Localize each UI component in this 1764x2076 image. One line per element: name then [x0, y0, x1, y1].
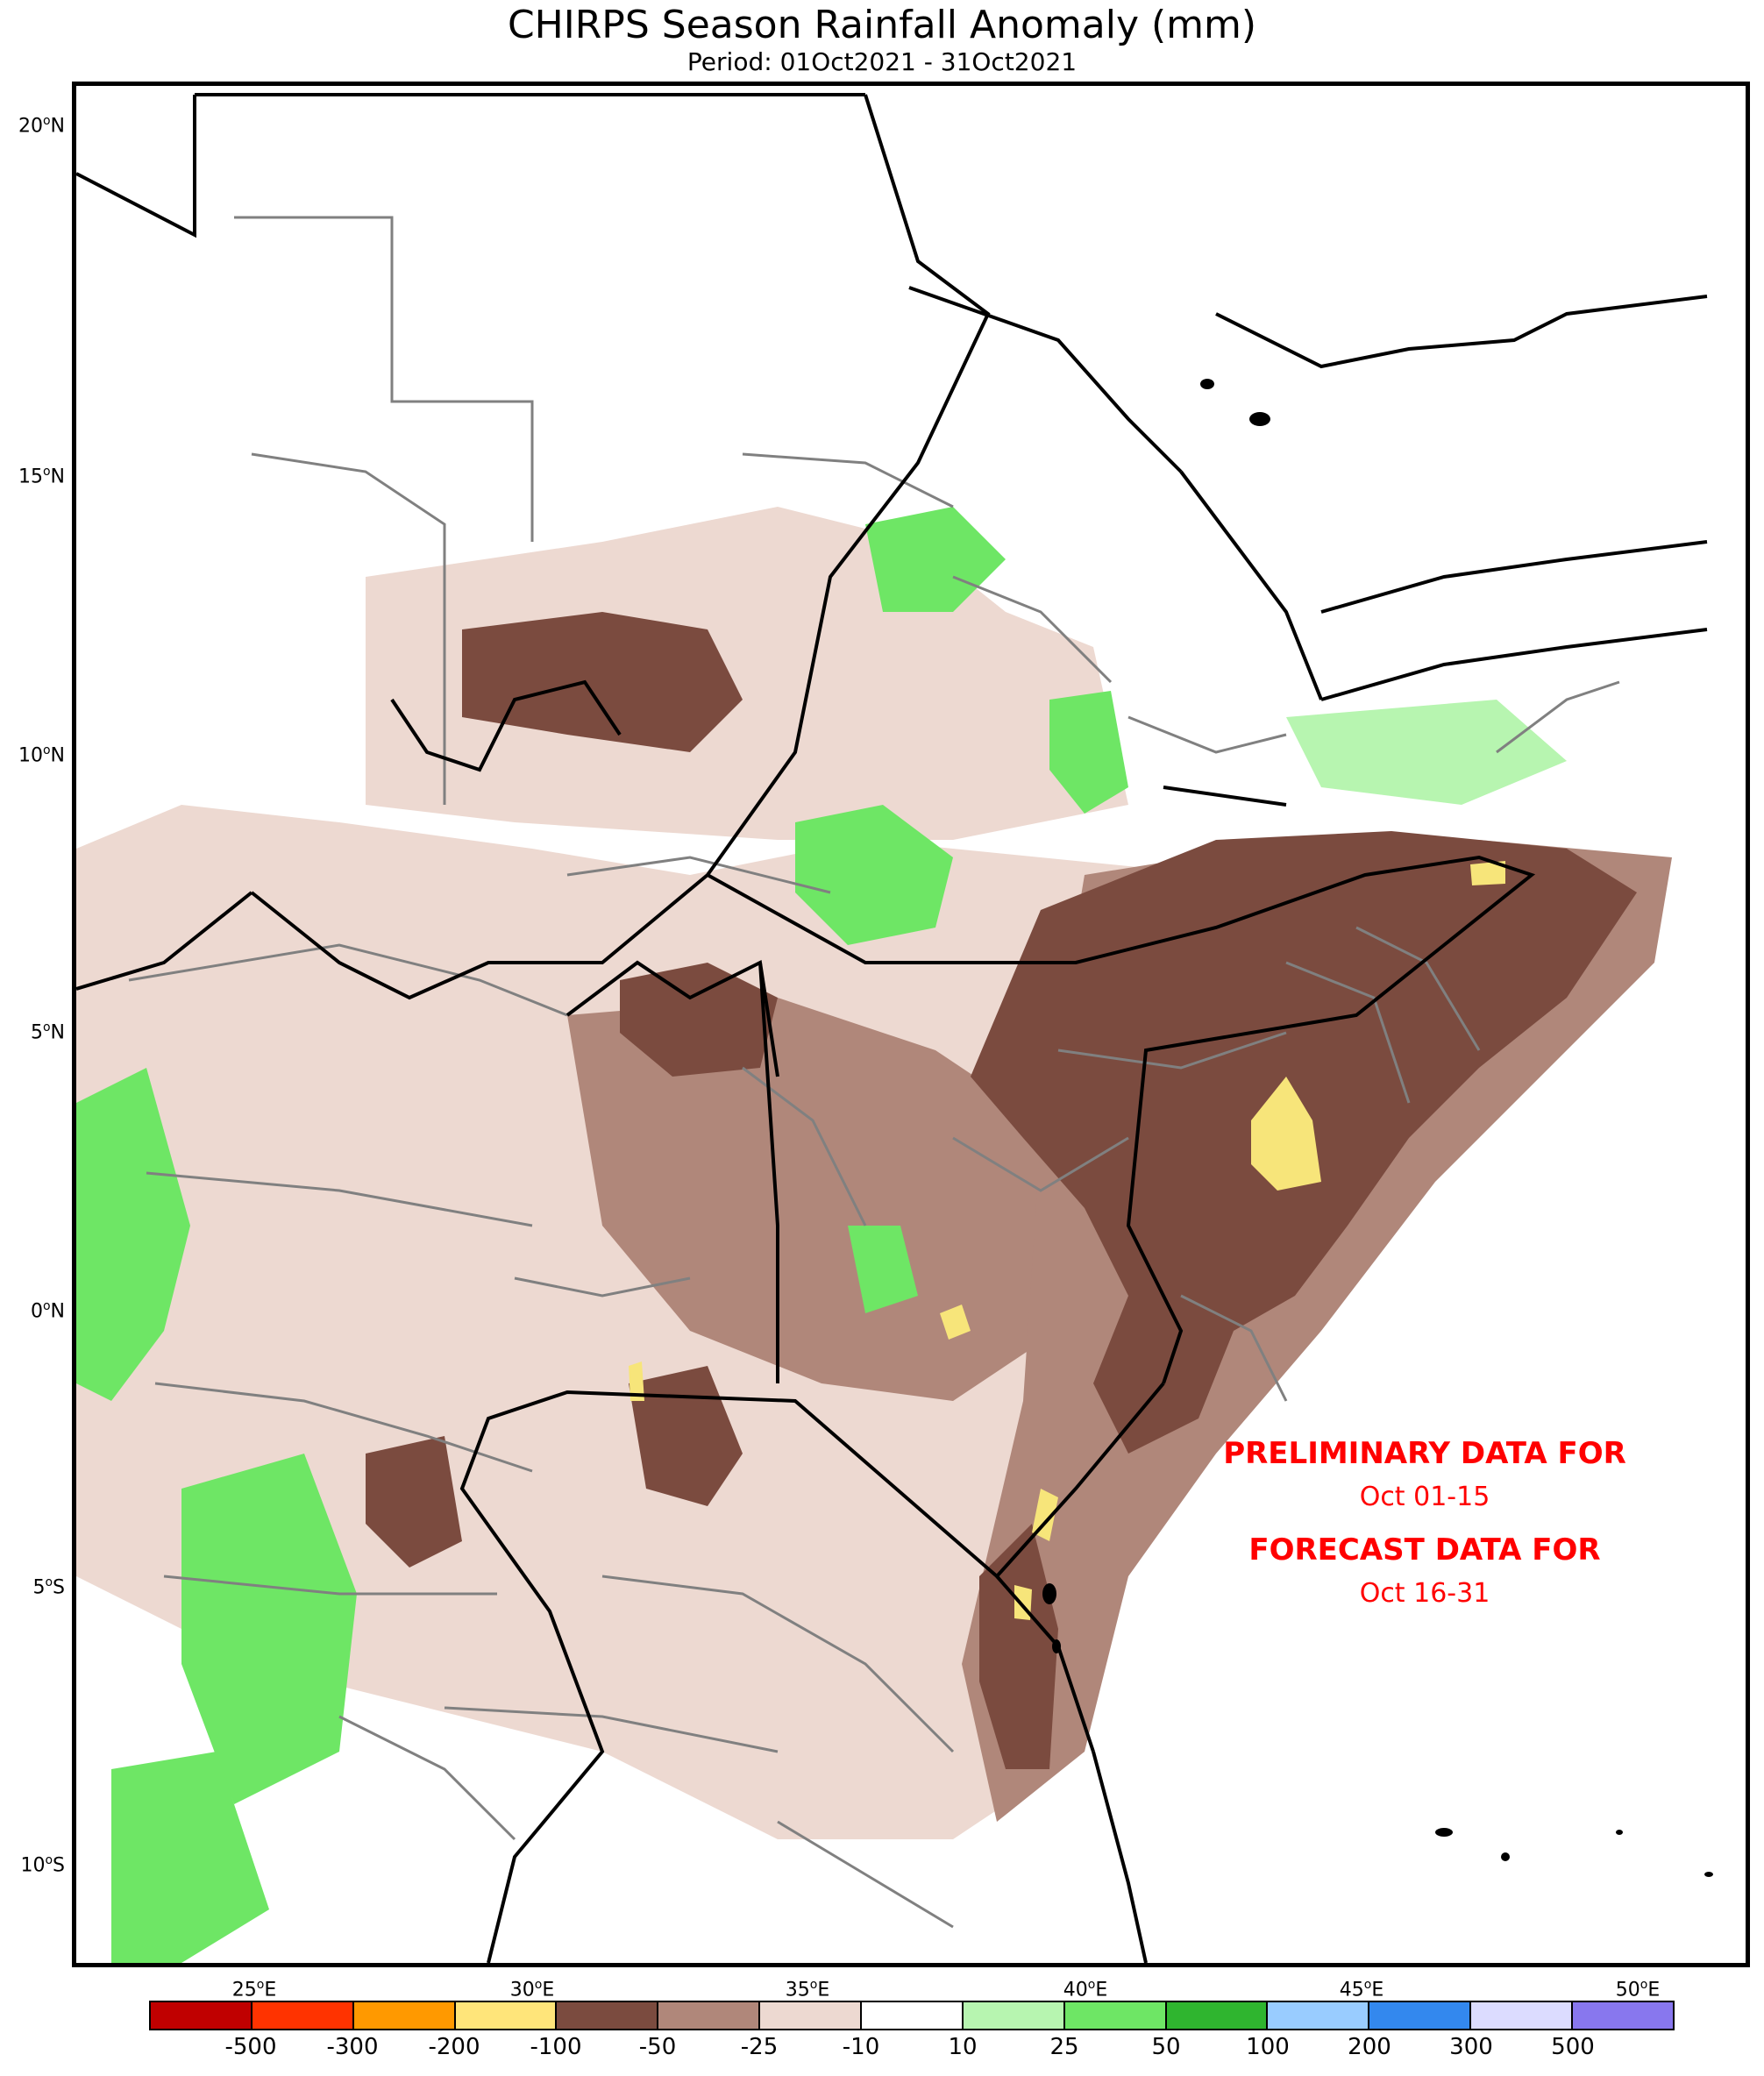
admin-boundaries: [128, 216, 1620, 1929]
moderate-deficit-central: [567, 998, 1093, 1401]
extreme-deficit-tanzania: [629, 1361, 644, 1401]
legend-swatch: [658, 2002, 761, 2029]
lat-tick-5n: 5oN: [30, 1020, 65, 1044]
lon-tick-30e: 30oE: [509, 1978, 555, 2001]
surplus-ethiopia: [795, 805, 953, 945]
legend-swatch: [1573, 2002, 1673, 2029]
strong-deficit-congo: [366, 1436, 462, 1568]
map-frame: [72, 82, 1750, 1967]
legend-label: 500: [1551, 2034, 1595, 2060]
forecast-note: FORECAST DATA FOR: [1248, 1532, 1601, 1568]
surplus-south: [111, 1752, 269, 1963]
legend-swatch: [1166, 2002, 1269, 2029]
legend-swatch: [353, 2002, 456, 2029]
lat-tick-15n: 15oN: [18, 465, 65, 488]
lat-tick-0n: 0oN: [30, 1299, 65, 1323]
coast-islands: [1042, 379, 1713, 1877]
strong-deficit-sudan: [462, 612, 743, 752]
legend-label: -500: [224, 2034, 277, 2060]
legend-swatch: [1268, 2002, 1370, 2029]
map-subtitle: Period: 01Oct2021 - 31Oct2021: [686, 47, 1078, 76]
lat-tick-10s: 10oS: [20, 1853, 65, 1877]
lat-tick-20n: 20oN: [18, 114, 65, 138]
legend-label: 300: [1449, 2034, 1493, 2060]
lon-tick-25e: 25oE: [231, 1978, 277, 2001]
lon-tick-35e: 35oE: [785, 1978, 830, 2001]
legend-swatch: [862, 2002, 964, 2029]
extreme-deficit-somalia: [1251, 1077, 1321, 1191]
legend-label: -50: [638, 2034, 677, 2060]
surplus-somaliland: [1286, 700, 1567, 805]
surplus-ethiopia-north: [865, 507, 1006, 612]
legend-swatch: [1064, 2002, 1167, 2029]
map-title: CHIRPS Season Rainfall Anomaly (mm): [507, 3, 1257, 47]
legend-swatch: [455, 2002, 558, 2029]
surplus-south-congo: [181, 1454, 357, 1804]
legend-label: -10: [842, 2034, 880, 2060]
surplus-lake-victoria: [848, 1226, 918, 1313]
forecast-period: Oct 16-31: [1359, 1578, 1490, 1609]
lon-tick-40e: 40oE: [1063, 1978, 1108, 2001]
legend-label: -300: [326, 2034, 379, 2060]
legend-swatch: [1471, 2002, 1574, 2029]
legend-label: 100: [1246, 2034, 1290, 2060]
legend-label: 50: [1151, 2034, 1181, 2060]
extreme-deficit-kenya-central: [940, 1305, 971, 1340]
legend-label: -25: [740, 2034, 779, 2060]
lat-tick-10n: 10oN: [18, 743, 65, 767]
anomaly-shading: [76, 507, 1672, 1963]
legend-swatch: [963, 2002, 1065, 2029]
extreme-deficit-puntland: [1470, 861, 1505, 885]
legend-label: -100: [530, 2034, 582, 2060]
strong-deficit-coast: [979, 1524, 1058, 1769]
preliminary-note: PRELIMINARY DATA FOR: [1223, 1436, 1626, 1471]
legend-swatch: [760, 2002, 863, 2029]
legend-swatch: [151, 2002, 253, 2029]
map-canvas: [76, 93, 1713, 1963]
color-legend: [149, 2001, 1675, 2032]
legend-swatch: [252, 2002, 354, 2029]
legend-label: -200: [428, 2034, 480, 2060]
lat-tick-5s: 5oS: [32, 1575, 65, 1599]
legend-swatch: [557, 2002, 659, 2029]
legend-label: 200: [1348, 2034, 1391, 2060]
strong-deficit-lake-victoria-west: [629, 1366, 743, 1506]
surplus-ethiopia-east: [1049, 691, 1128, 814]
surplus-west-congo: [76, 1068, 190, 1401]
country-boundaries: [76, 93, 1708, 1963]
legend-bar: [149, 2001, 1675, 2030]
legend-swatch: [1369, 2002, 1472, 2029]
lon-tick-50e: 50oE: [1615, 1978, 1661, 2001]
legend-label: 25: [1049, 2034, 1079, 2060]
preliminary-period: Oct 01-15: [1359, 1482, 1490, 1512]
lon-tick-45e: 45oE: [1339, 1978, 1384, 2001]
strong-deficit-south-sudan: [620, 963, 778, 1077]
legend-label: 10: [948, 2034, 978, 2060]
